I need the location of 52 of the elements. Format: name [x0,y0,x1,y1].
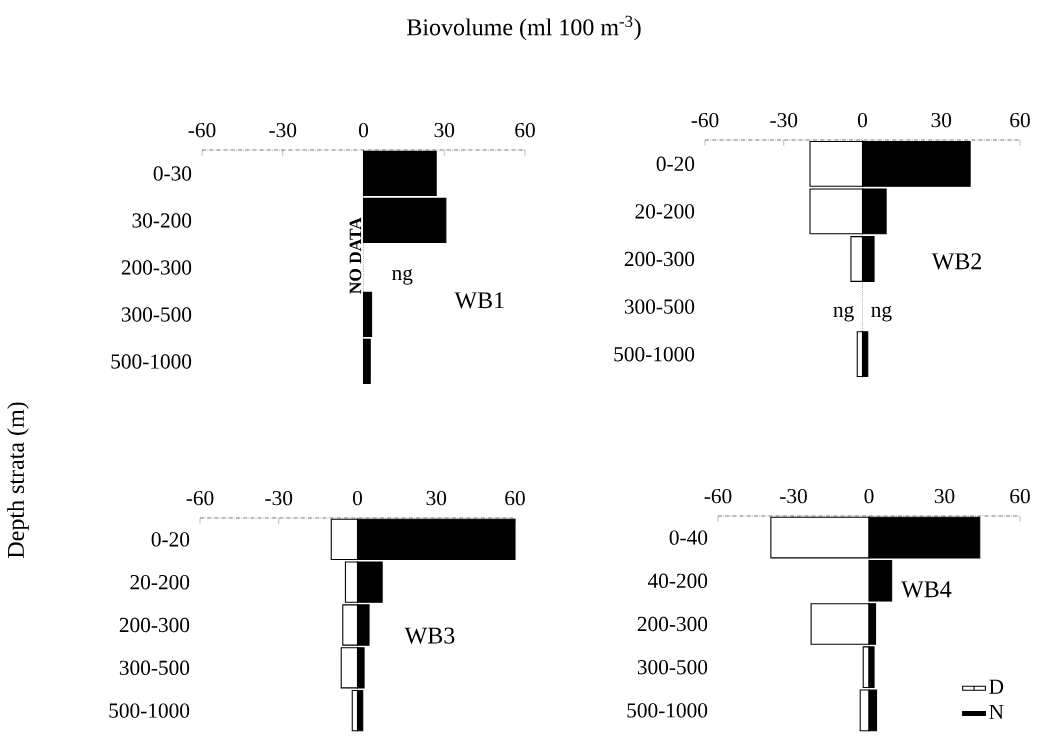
y-tick-label: 0-20 [656,156,695,171]
y-tick-label: 200-300 [119,617,190,633]
text: WB3 [404,627,455,644]
y-tick-label: 300-500 [637,659,708,675]
y-tick-label: 500-1000 [111,354,192,369]
y-tick-label: 20-200 [130,575,190,590]
text: WB2 [931,253,982,270]
y-tick-label: 0-40 [669,530,708,545]
annotation: ng [833,305,854,322]
y-tick-label: 40-200 [647,573,708,588]
y-tick-label: 20-200 [635,204,695,219]
y-tick-label: 0-20 [151,532,190,547]
x-tick-label: -60 [186,490,214,506]
x-tick-label: -30 [770,112,798,128]
annotation: ng [871,305,892,322]
x-tick-label: 0 [352,490,363,506]
y-tick-label: 500-1000 [627,703,708,718]
x-tick-label: -60 [188,122,216,138]
y-tick-label: 300-500 [121,307,192,322]
legend-label: N [989,704,1004,719]
x-tick-label: 30 [934,488,955,504]
y-tick-label: 0-30 [153,166,192,181]
y-tick-label: 300-500 [119,660,190,675]
x-tick-label: -60 [691,112,719,128]
x-tick-label: 60 [515,122,535,138]
y-tick-label: 500-1000 [109,703,190,718]
x-axis-title: Biovolume (ml 100 m$^{-3}$) [407,15,641,41]
y-tick-label: 30-200 [132,213,192,228]
text: WB1 [454,292,504,309]
y-tick-label: 200-300 [121,260,192,275]
x-tick-label: -30 [269,122,297,138]
y-tick-label: 200-300 [637,616,708,632]
y-axis-title: Depth strata (m) [7,402,29,558]
x-tick-label: 0 [857,112,868,128]
y-tick-label: 200-300 [624,251,695,267]
annotation: ng [392,269,413,285]
x-tick-label: -30 [780,488,807,504]
text: WB4 [901,581,952,598]
x-tick-label: 30 [931,112,952,128]
x-tick-label: 60 [1010,112,1030,128]
x-tick-label: 30 [426,490,447,506]
x-tick-label: 0 [358,122,369,138]
annotation: NO DATA [349,217,362,294]
y-tick-label: 300-500 [624,299,695,314]
legend-label: D [989,679,1004,694]
x-tick-label: 60 [1010,488,1030,504]
x-tick-label: 30 [434,122,455,138]
x-tick-label: -60 [704,488,732,504]
y-tick-label: 500-1000 [614,347,695,362]
x-tick-label: 60 [505,490,525,506]
x-tick-label: -30 [265,490,293,506]
x-tick-label: 0 [864,488,874,504]
